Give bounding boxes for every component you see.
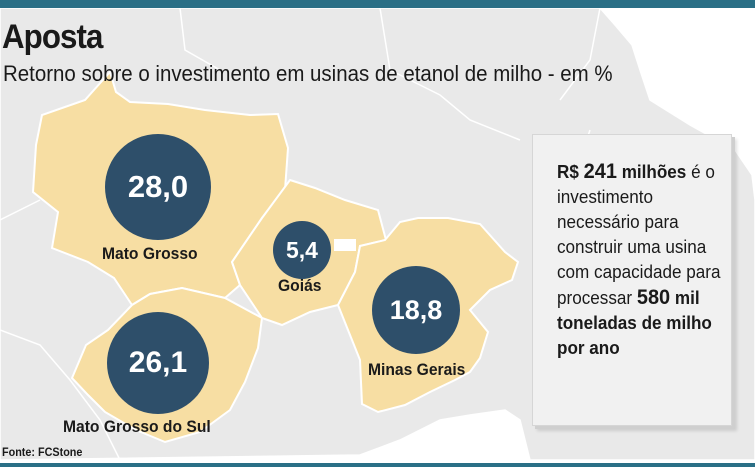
- top-accent-bar: [0, 0, 755, 8]
- value-bubble-mato-grosso: 28,0: [105, 134, 211, 240]
- label-minas-gerais: Minas Gerais: [368, 360, 466, 379]
- value-minas-gerais: 18,8: [389, 294, 443, 325]
- value-bubble-minas-gerais: 18,8: [372, 266, 460, 354]
- value-mato-grosso-do-sul: 26,1: [128, 346, 188, 379]
- info-text: R$ 241 milhões é o investimento necessár…: [557, 159, 723, 361]
- info-unit: milhões: [621, 162, 687, 182]
- value-bubble-goias: 5,4: [273, 221, 331, 279]
- bottom-accent-bar: [0, 463, 755, 467]
- info-callout: R$ 241 milhões é o investimento necessár…: [532, 134, 732, 426]
- page-title: Aposta: [2, 18, 103, 56]
- info-description-2: mil toneladas de milho por ano: [557, 288, 712, 358]
- value-bubble-mato-grosso-do-sul: 26,1: [107, 312, 209, 414]
- source-credit: Fonte: FCStone: [2, 445, 83, 459]
- info-amount: 241: [583, 160, 617, 183]
- value-mato-grosso: 28,0: [127, 169, 189, 204]
- info-currency: R$: [557, 162, 579, 182]
- label-goias: Goiás: [278, 276, 322, 295]
- info-description: é o investimento necessário para constru…: [557, 162, 721, 308]
- label-mato-grosso: Mato Grosso: [102, 244, 198, 263]
- label-mato-grosso-do-sul: Mato Grosso do Sul: [63, 417, 211, 436]
- distrito-federal: [334, 239, 356, 251]
- page-subtitle: Retorno sobre o investimento em usinas d…: [3, 61, 613, 86]
- value-goias: 5,4: [286, 236, 318, 263]
- info-amount-2: 580: [636, 286, 671, 309]
